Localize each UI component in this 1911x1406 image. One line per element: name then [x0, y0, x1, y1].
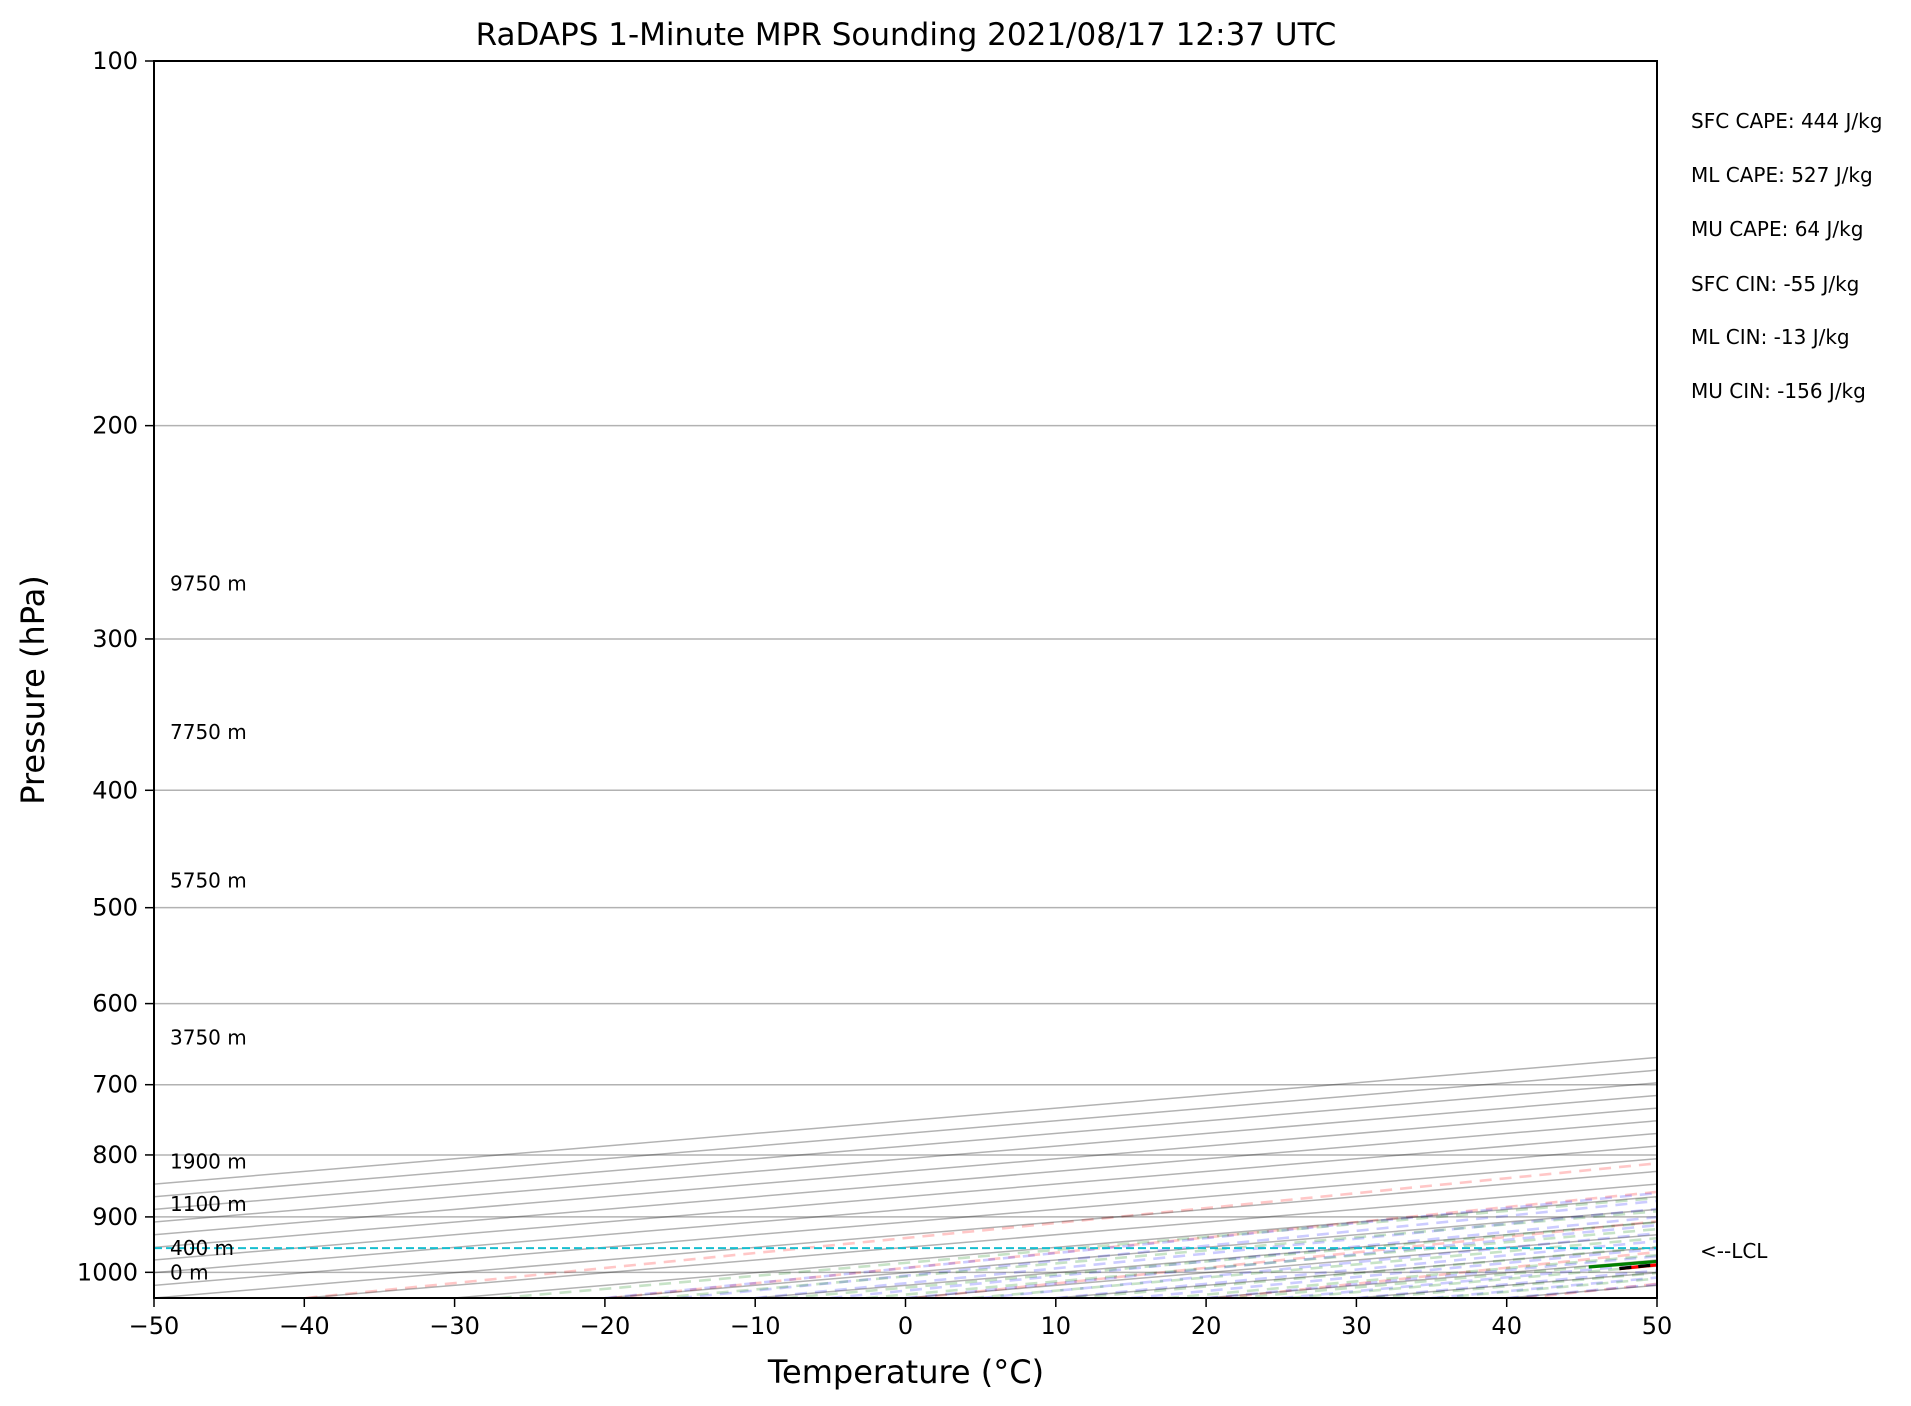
- moist-adiabat: [1130, 1247, 1657, 1298]
- mixing-ratio-line: [785, 1220, 1657, 1298]
- dry-adiabat: [305, 1162, 1657, 1298]
- y-tick-label: 100: [92, 47, 138, 75]
- x-axis-ticks: −50 −40 −30 −20 −10 0 10 20 30 40 50: [129, 1298, 1673, 1340]
- isotherm: [154, 1069, 1657, 1198]
- isotherm-grid: [154, 1056, 1657, 1298]
- isotherm: [154, 1082, 1657, 1211]
- mixing-ratio-line: [1436, 1277, 1657, 1298]
- isotherm: [604, 1208, 1657, 1298]
- x-tick-label: −20: [580, 1312, 631, 1340]
- index-ml-cin: ML CIN: -13 J/kg: [1691, 325, 1850, 349]
- dry-adiabat: [1524, 1282, 1657, 1298]
- isotherm: [304, 1183, 1657, 1298]
- y-tick-label: 200: [92, 412, 138, 440]
- index-ml-cape: ML CAPE: 527 J/kg: [1691, 163, 1873, 187]
- dewpoint-profile: [1588, 1259, 1657, 1269]
- x-tick-label: 30: [1341, 1312, 1372, 1340]
- dry-adiabats: [305, 61, 1911, 1298]
- moist-adiabats: [604, 1191, 1657, 1298]
- isotherm: [1506, 1284, 1657, 1298]
- moist-adiabat: [980, 1232, 1657, 1298]
- y-tick-label: 900: [92, 1203, 138, 1231]
- stability-indices: SFC CAPE: 444 J/kg ML CAPE: 527 J/kg MU …: [1691, 109, 1882, 403]
- chart-title: RaDAPS 1-Minute MPR Sounding 2021/08/17 …: [476, 17, 1337, 53]
- moist-adiabat: [1055, 1239, 1657, 1298]
- isotherm: [905, 1233, 1657, 1298]
- isotherm: [1656, 1297, 1657, 1298]
- isotherm: [755, 1221, 1657, 1298]
- isotherm: [1055, 1246, 1657, 1298]
- y-tick-label: 400: [92, 776, 138, 804]
- x-axis-label: Temperature (°C): [767, 1353, 1044, 1391]
- dry-adiabat: [1219, 1250, 1657, 1298]
- x-tick-label: −30: [429, 1312, 480, 1340]
- x-tick-label: 0: [898, 1312, 913, 1340]
- y-tick-label: 600: [92, 990, 138, 1018]
- height-label: 3750 m: [170, 1026, 247, 1050]
- dry-adiabat: [610, 1190, 1657, 1298]
- isotherm: [154, 1107, 1657, 1236]
- moist-adiabat: [830, 1215, 1657, 1298]
- moist-adiabat: [1356, 1269, 1657, 1298]
- reference-lines: [154, 61, 1911, 1298]
- height-label: 9750 m: [170, 572, 247, 596]
- isotherm: [154, 1120, 1657, 1249]
- y-tick-label: 1000: [77, 1258, 138, 1286]
- isotherm: [154, 1132, 1657, 1261]
- moist-adiabat: [604, 1191, 1657, 1298]
- x-tick-label: −50: [129, 1312, 180, 1340]
- isotherm: [154, 1056, 1657, 1185]
- moist-adiabat: [755, 1207, 1657, 1298]
- height-label: 1100 m: [170, 1192, 247, 1216]
- y-axis-label: Pressure (hPa): [14, 575, 52, 805]
- lcl-label: <--LCL: [1700, 1239, 1768, 1263]
- height-label: 5750 m: [170, 869, 247, 893]
- y-tick-label: 700: [92, 1071, 138, 1099]
- height-label: 7750 m: [170, 720, 247, 744]
- mixing-ratio-line: [1167, 1253, 1657, 1298]
- index-mu-cape: MU CAPE: 64 J/kg: [1691, 217, 1863, 241]
- isotherm: [454, 1195, 1657, 1298]
- y-axis-ticks: 100 200 300 400 500 600 700 800 900 1000: [77, 47, 154, 1286]
- height-label: 0 m: [170, 1260, 209, 1284]
- sounding-profiles: [1588, 1259, 1657, 1271]
- x-tick-label: 40: [1491, 1312, 1522, 1340]
- isotherm: [154, 1158, 1657, 1287]
- y-tick-label: 300: [92, 625, 138, 653]
- temperature-profile: [1619, 1263, 1657, 1271]
- isotherm: [154, 1094, 1657, 1223]
- isotherm: [154, 1170, 1657, 1298]
- mixing-ratio-line: [865, 1227, 1657, 1298]
- x-tick-label: −40: [279, 1312, 330, 1340]
- moist-adiabat: [905, 1223, 1657, 1298]
- index-sfc-cin: SFC CIN: -55 J/kg: [1691, 272, 1859, 296]
- mixing-ratio-lines: [499, 1196, 1657, 1298]
- moist-adiabat: [1506, 1283, 1657, 1298]
- plot-frame: [153, 60, 1658, 1299]
- height-label: 1900 m: [170, 1149, 247, 1173]
- moist-adiabat: [1281, 1262, 1657, 1298]
- parcel-path: [1619, 1262, 1657, 1271]
- isobar-grid: [154, 61, 1657, 1274]
- index-mu-cin: MU CIN: -156 J/kg: [1691, 379, 1866, 403]
- isotherm: [1356, 1271, 1657, 1298]
- height-label: 400 m: [170, 1236, 234, 1260]
- dry-adiabat: [1830, 61, 1911, 1298]
- mixing-ratio-line: [656, 1209, 1657, 1298]
- x-tick-label: 20: [1191, 1312, 1222, 1340]
- dry-adiabat: [914, 1220, 1657, 1298]
- moist-adiabat: [1431, 1276, 1657, 1298]
- mixing-ratio-line: [1074, 1245, 1657, 1298]
- isotherm: [154, 1145, 1657, 1274]
- y-tick-label: 500: [92, 894, 138, 922]
- moist-adiabat: [679, 1199, 1657, 1298]
- x-tick-label: 50: [1642, 1312, 1673, 1340]
- index-sfc-cape: SFC CAPE: 444 J/kg: [1691, 109, 1882, 133]
- x-tick-label: 10: [1041, 1312, 1072, 1340]
- x-tick-label: −10: [730, 1312, 781, 1340]
- mixing-ratio-line: [971, 1236, 1657, 1298]
- y-tick-label: 800: [92, 1141, 138, 1169]
